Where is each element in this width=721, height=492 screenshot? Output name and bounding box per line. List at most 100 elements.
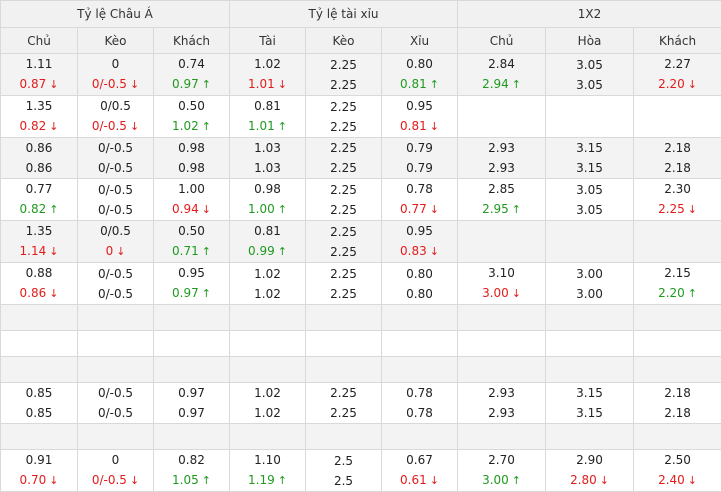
opening-odds: 2.25 — [306, 97, 381, 117]
odds-value: 1.01 — [248, 77, 275, 91]
current-odds: 2.20↑ — [634, 283, 721, 304]
opening-odds: 2.25 — [306, 55, 381, 75]
opening-odds: 0 — [78, 54, 153, 74]
opening-odds: 1.35 — [1, 221, 77, 241]
odds-cell — [306, 357, 382, 383]
odds-value: 2.25 — [330, 386, 357, 400]
odds-cell — [230, 331, 306, 357]
arrow-down-icon: ↓ — [430, 120, 439, 133]
arrow-down-icon: ↓ — [130, 120, 139, 133]
odds-value: 2.25 — [658, 202, 685, 216]
odds-cell — [546, 424, 634, 450]
arrow-down-icon: ↓ — [49, 78, 58, 91]
opening-odds: 0/-0.5 — [78, 180, 153, 200]
current-odds: 3.15 — [546, 158, 633, 178]
opening-odds: 0.81 — [230, 96, 305, 116]
odds-value: 2.50 — [664, 453, 691, 467]
opening-odds: 0.98 — [154, 138, 229, 158]
odds-value: 1.14 — [20, 244, 47, 258]
current-odds: 1.01↑ — [230, 116, 305, 137]
opening-odds: 1.35 — [1, 96, 77, 116]
odds-value: 0.80 — [406, 267, 433, 281]
odds-cell: 2.15 2.20↑ — [634, 263, 721, 305]
odds-cell — [1, 424, 78, 450]
odds-value: 2.93 — [488, 141, 515, 155]
odds-value: 0.50 — [178, 224, 205, 238]
opening-odds: 0/0.5 — [78, 96, 153, 116]
current-odds: 0.71↑ — [154, 241, 229, 262]
arrow-up-icon: ↑ — [512, 203, 521, 216]
odds-value: 3.15 — [576, 406, 603, 420]
current-odds: 2.25 — [306, 200, 381, 220]
odds-value: 2.25 — [330, 58, 357, 72]
odds-value: 3.15 — [576, 386, 603, 400]
opening-odds: 0.82 — [154, 450, 229, 470]
current-odds: 3.00↓ — [458, 283, 545, 304]
odds-value: 2.25 — [330, 183, 357, 197]
odds-value: 0.74 — [178, 57, 205, 71]
opening-odds: 2.90 — [546, 450, 633, 470]
opening-odds: 0.78 — [382, 383, 457, 403]
odds-value: 0.98 — [254, 182, 281, 196]
current-odds: 0.98 — [154, 158, 229, 178]
col-handicap: Kèo — [78, 28, 154, 54]
odds-value: 1.19 — [248, 473, 275, 487]
current-odds: 0.94↓ — [154, 199, 229, 220]
current-odds: 2.25 — [306, 158, 381, 178]
current-odds: 0.81↑ — [382, 74, 457, 95]
opening-odds: 0.77 — [1, 179, 77, 199]
opening-odds: 2.25 — [306, 180, 381, 200]
odds-value: 2.84 — [488, 57, 515, 71]
odds-value: 2.18 — [664, 141, 691, 155]
odds-value: 3.05 — [576, 183, 603, 197]
opening-odds: 0.50 — [154, 221, 229, 241]
arrow-down-icon: ↓ — [49, 474, 58, 487]
odds-value: 0.91 — [26, 453, 53, 467]
arrow-down-icon: ↓ — [49, 245, 58, 258]
opening-odds: 0.88 — [1, 263, 77, 283]
odds-value: 0.95 — [178, 266, 205, 280]
current-odds: 1.02↑ — [154, 116, 229, 137]
arrow-up-icon: ↑ — [49, 203, 58, 216]
opening-odds: 3.15 — [546, 138, 633, 158]
odds-value: 2.15 — [664, 266, 691, 280]
odds-value: 2.90 — [576, 453, 603, 467]
odds-value: 0.80 — [406, 287, 433, 301]
odds-cell — [458, 357, 546, 383]
odds-value: 0.98 — [178, 161, 205, 175]
current-odds: 0.79 — [382, 158, 457, 178]
current-odds: 2.95↑ — [458, 199, 545, 220]
odds-value: 2.25 — [330, 203, 357, 217]
odds-cell — [78, 331, 154, 357]
current-odds: 0.83↓ — [382, 241, 457, 262]
odds-value: 0/-0.5 — [92, 77, 127, 91]
odds-cell: 0.98 0.98 — [154, 138, 230, 179]
odds-value: 2.25 — [330, 120, 357, 134]
odds-value: 3.15 — [576, 161, 603, 175]
odds-value: 0.82 — [20, 119, 47, 133]
opening-odds: 1.02 — [230, 383, 305, 403]
current-odds: 1.02 — [230, 403, 305, 423]
current-odds: 0.86↓ — [1, 283, 77, 304]
arrow-down-icon: ↓ — [430, 203, 439, 216]
